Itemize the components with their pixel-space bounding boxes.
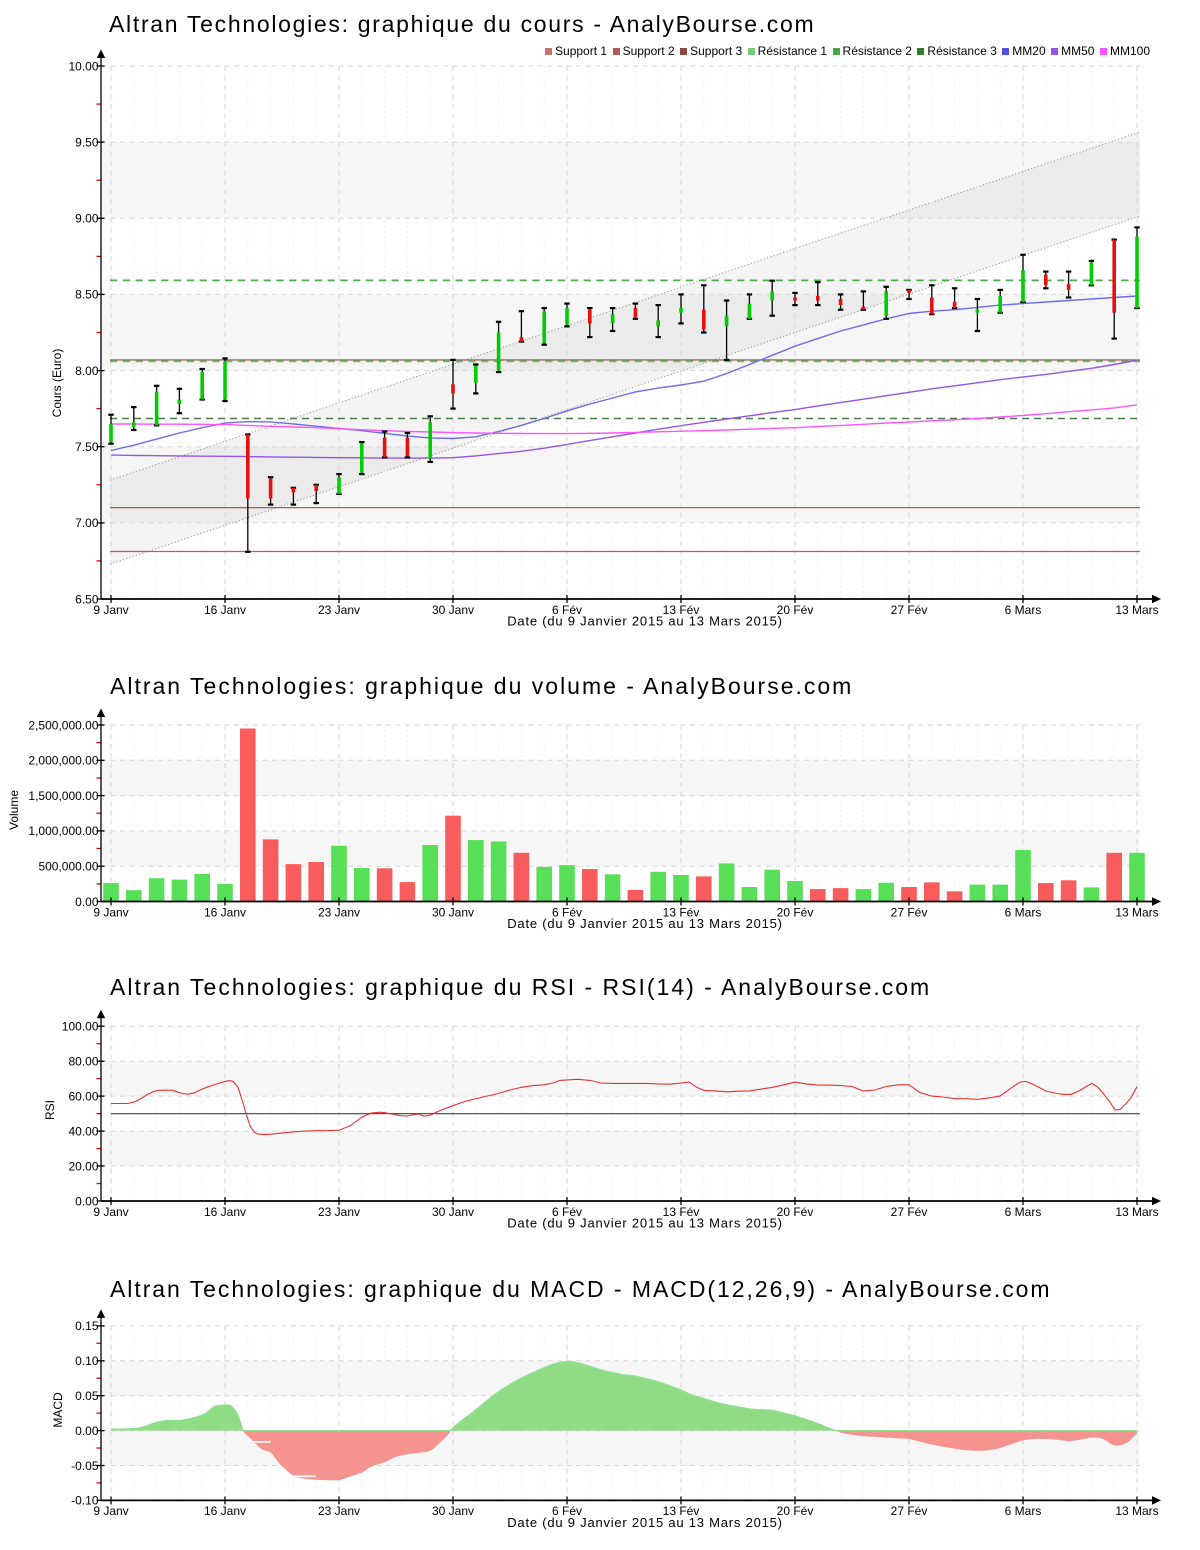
svg-text:9 Janv: 9 Janv [93, 905, 128, 919]
svg-text:6 Mars: 6 Mars [1005, 905, 1042, 919]
svg-text:6.50: 6.50 [75, 592, 99, 606]
svg-text:Altran Technologies: graphique: Altran Technologies: graphique du MACD -… [110, 1276, 1052, 1302]
svg-text:Date (du 9 Janvier 2015 au 13: Date (du 9 Janvier 2015 au 13 Mars 2015) [507, 614, 782, 629]
svg-text:23 Janv: 23 Janv [318, 905, 360, 919]
svg-text:20 Fév: 20 Fév [777, 1504, 814, 1518]
svg-text:1,500,000.00: 1,500,000.00 [28, 789, 98, 803]
svg-text:13 Fév: 13 Fév [663, 603, 700, 617]
svg-text:1,000,000.00: 1,000,000.00 [28, 824, 98, 838]
svg-text:30 Janv: 30 Janv [432, 1205, 474, 1219]
svg-text:13 Fév: 13 Fév [663, 1504, 700, 1518]
svg-text:13 Mars: 13 Mars [1115, 1205, 1158, 1219]
svg-text:Altran Technologies: graphique: Altran Technologies: graphique du cours … [109, 11, 815, 37]
svg-text:9.50: 9.50 [75, 135, 99, 149]
svg-text:16 Janv: 16 Janv [204, 603, 246, 617]
svg-text:9 Janv: 9 Janv [93, 603, 128, 617]
svg-text:6 Fév: 6 Fév [552, 905, 582, 919]
svg-text:20 Fév: 20 Fév [777, 1205, 814, 1219]
svg-text:27 Fév: 27 Fév [891, 1205, 928, 1219]
svg-text:0.00: 0.00 [75, 1424, 99, 1438]
svg-text:0.05: 0.05 [75, 1389, 99, 1403]
svg-text:27 Fév: 27 Fév [891, 905, 928, 919]
svg-text:20.00: 20.00 [68, 1159, 98, 1173]
svg-text:8.00: 8.00 [75, 364, 99, 378]
svg-text:27 Fév: 27 Fév [891, 603, 928, 617]
svg-text:0.15: 0.15 [75, 1319, 99, 1333]
svg-text:Altran Technologies: graphique: Altran Technologies: graphique du RSI - … [110, 974, 931, 1000]
svg-text:Date (du 9 Janvier 2015 au 13: Date (du 9 Janvier 2015 au 13 Mars 2015) [507, 1515, 782, 1530]
svg-text:100.00: 100.00 [62, 1020, 99, 1034]
svg-text:7.50: 7.50 [75, 440, 99, 454]
svg-text:9.00: 9.00 [75, 212, 99, 226]
svg-text:0.10: 0.10 [75, 1354, 99, 1368]
svg-text:13 Fév: 13 Fév [663, 1205, 700, 1219]
svg-text:60.00: 60.00 [68, 1089, 98, 1103]
svg-text:23 Janv: 23 Janv [318, 1504, 360, 1518]
svg-text:6 Fév: 6 Fév [552, 603, 582, 617]
svg-text:23 Janv: 23 Janv [318, 1205, 360, 1219]
svg-text:27 Fév: 27 Fév [891, 1504, 928, 1518]
svg-text:13 Mars: 13 Mars [1115, 603, 1158, 617]
svg-text:0.00: 0.00 [75, 1194, 99, 1208]
svg-text:23 Janv: 23 Janv [318, 603, 360, 617]
svg-text:2,500,000.00: 2,500,000.00 [28, 718, 98, 732]
svg-text:30 Janv: 30 Janv [432, 905, 474, 919]
svg-text:40.00: 40.00 [68, 1124, 98, 1138]
svg-text:2,000,000.00: 2,000,000.00 [28, 754, 98, 768]
svg-text:-0.05: -0.05 [71, 1459, 99, 1473]
svg-text:8.50: 8.50 [75, 288, 99, 302]
svg-text:7.00: 7.00 [75, 516, 99, 530]
svg-text:-0.10: -0.10 [71, 1494, 99, 1508]
svg-text:6 Mars: 6 Mars [1005, 1504, 1042, 1518]
svg-text:6 Fév: 6 Fév [552, 1504, 582, 1518]
svg-text:13 Mars: 13 Mars [1115, 1504, 1158, 1518]
svg-text:30 Janv: 30 Janv [432, 603, 474, 617]
svg-text:80.00: 80.00 [68, 1055, 98, 1069]
svg-text:0.00: 0.00 [75, 895, 99, 909]
svg-text:Date (du 9 Janvier 2015 au 13: Date (du 9 Janvier 2015 au 13 Mars 2015) [507, 916, 782, 931]
svg-text:Date (du 9 Janvier 2015 au 13: Date (du 9 Janvier 2015 au 13 Mars 2015) [507, 1216, 782, 1231]
svg-text:6 Mars: 6 Mars [1005, 1205, 1042, 1219]
svg-text:16 Janv: 16 Janv [204, 1205, 246, 1219]
svg-text:16 Janv: 16 Janv [204, 1504, 246, 1518]
svg-text:10.00: 10.00 [68, 59, 98, 73]
svg-text:13 Mars: 13 Mars [1115, 905, 1158, 919]
svg-text:30 Janv: 30 Janv [432, 1504, 474, 1518]
svg-text:MACD: MACD [51, 1392, 65, 1428]
svg-text:Volume: Volume [7, 790, 21, 830]
svg-text:6 Fév: 6 Fév [552, 1205, 582, 1219]
svg-text:6 Mars: 6 Mars [1005, 603, 1042, 617]
svg-text:500,000.00: 500,000.00 [38, 860, 98, 874]
svg-text:9 Janv: 9 Janv [93, 1504, 128, 1518]
svg-text:13 Fév: 13 Fév [663, 905, 700, 919]
svg-text:9 Janv: 9 Janv [93, 1205, 128, 1219]
svg-text:16 Janv: 16 Janv [204, 905, 246, 919]
svg-text:Cours (Euro): Cours (Euro) [50, 349, 64, 418]
svg-text:Altran Technologies: graphique: Altran Technologies: graphique du volume… [110, 673, 853, 699]
svg-text:20 Fév: 20 Fév [777, 905, 814, 919]
svg-text:RSI: RSI [43, 1100, 57, 1120]
svg-text:20 Fév: 20 Fév [777, 603, 814, 617]
